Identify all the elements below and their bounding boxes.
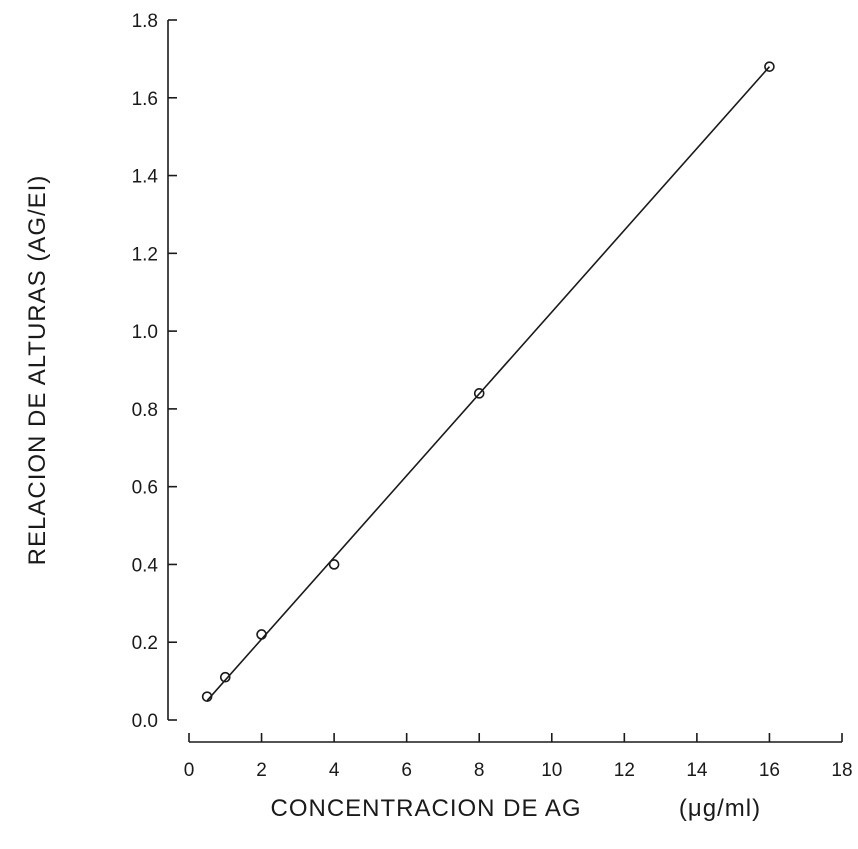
x-ticks: 0 2 4 6 8 10 12 14 16 18 <box>184 733 853 781</box>
data-point <box>256 629 267 640</box>
y-axis-title: RELACION DE ALTURAS (AG/EI) <box>24 175 51 566</box>
y-tick-label: 0.8 <box>132 400 158 421</box>
x-tick-label: 6 <box>401 760 412 781</box>
fit-line-group <box>206 66 771 702</box>
y-tick-label: 0.2 <box>132 633 158 654</box>
x-axis-title: CONCENTRACION DE AG <box>270 795 581 822</box>
data-point <box>328 559 340 570</box>
x-axis: 0 2 4 6 8 10 12 14 16 18 <box>184 733 853 781</box>
x-tick-label: 14 <box>686 760 708 781</box>
y-tick-label: 0.6 <box>132 478 158 499</box>
data-point <box>201 691 213 702</box>
data-point <box>473 388 485 399</box>
x-tick-label: 12 <box>614 760 635 781</box>
y-ticks: 0.0 0.2 0.4 0.6 0.8 1.0 1.2 1.4 1.6 1.8 <box>132 11 177 732</box>
data-point <box>764 61 775 72</box>
x-tick-label: 10 <box>541 760 562 781</box>
x-tick-label: 8 <box>474 760 485 781</box>
y-tick-label: 0.0 <box>132 711 158 732</box>
x-axis-unit: (μg/ml) <box>679 795 761 822</box>
y-tick-label: 1.2 <box>132 244 158 265</box>
y-tick-label: 0.4 <box>132 555 159 576</box>
x-tick-label: 0 <box>184 760 195 781</box>
y-tick-label: 1.0 <box>132 322 158 343</box>
x-tick-label: 2 <box>256 760 267 781</box>
x-tick-label: 18 <box>831 760 852 781</box>
x-tick-label: 4 <box>329 760 340 781</box>
data-point <box>219 671 231 683</box>
y-axis: 0.0 0.2 0.4 0.6 0.8 1.0 1.2 1.4 1.6 1.8 <box>132 11 177 732</box>
x-tick-label: 16 <box>759 760 780 781</box>
y-tick-label: 1.8 <box>132 11 158 32</box>
y-tick-label: 1.6 <box>132 89 158 110</box>
regression-line <box>206 66 771 702</box>
y-tick-label: 1.4 <box>132 167 159 188</box>
data-points <box>201 61 775 702</box>
